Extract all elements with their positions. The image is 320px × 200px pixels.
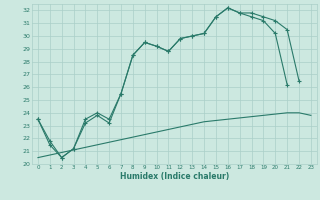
- X-axis label: Humidex (Indice chaleur): Humidex (Indice chaleur): [120, 172, 229, 181]
